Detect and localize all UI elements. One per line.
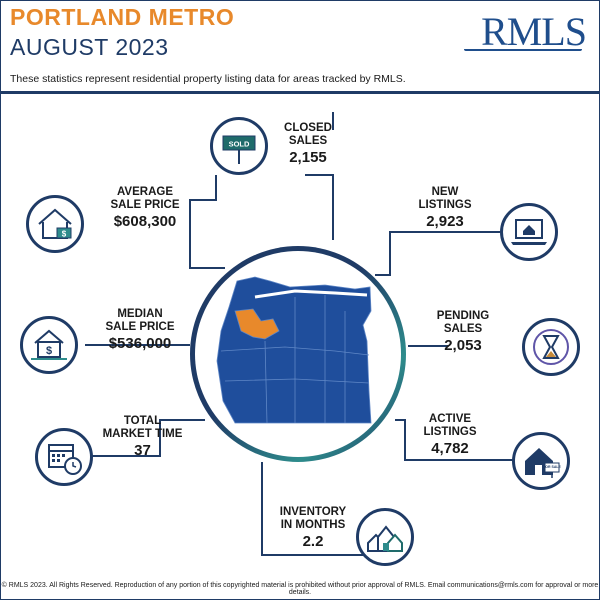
median-price-value: $536,000 bbox=[108, 335, 172, 352]
svg-text:$: $ bbox=[62, 230, 67, 239]
closed-sales-value: 2,155 bbox=[289, 149, 327, 166]
subtitle: These statistics represent residential p… bbox=[10, 73, 406, 85]
total-market-time-stat: TOTAL MARKET TIME 37 bbox=[95, 415, 190, 460]
pending-sales-label-2: SALES bbox=[443, 323, 483, 335]
active-listings-label-1: ACTIVE bbox=[428, 413, 472, 425]
sold-sign-text: SOLD bbox=[229, 140, 250, 149]
inventory-label-1: INVENTORY bbox=[279, 506, 347, 518]
houses-icon bbox=[367, 525, 403, 552]
hourglass-icon bbox=[533, 329, 569, 365]
average-price-value: $608,300 bbox=[113, 213, 177, 230]
calendar-clock-icon bbox=[48, 444, 82, 475]
inventory-label-2: IN MONTHS bbox=[280, 519, 346, 531]
header-divider bbox=[0, 91, 600, 94]
median-price-label-1: MEDIAN bbox=[117, 308, 163, 320]
pending-sales-stat: PENDING SALES 2,053 bbox=[418, 310, 508, 355]
new-listings-label-2: LISTINGS bbox=[418, 199, 472, 211]
new-listings-label-1: NEW bbox=[431, 186, 459, 198]
market-time-icon-circle bbox=[35, 428, 93, 486]
inventory-icon-circle bbox=[356, 508, 414, 566]
market-time-label-1: TOTAL bbox=[123, 415, 162, 427]
closed-sales-icon-circle: SOLD bbox=[210, 117, 268, 175]
pending-sales-icon-circle bbox=[522, 318, 580, 376]
svg-text:$: $ bbox=[46, 345, 52, 357]
pending-sales-label-1: PENDING bbox=[436, 310, 490, 322]
market-time-label-2: MARKET TIME bbox=[102, 428, 183, 440]
active-listings-icon-circle: FOR SALE bbox=[512, 432, 570, 490]
closed-sales-label-2: SALES bbox=[288, 135, 328, 147]
map-circle bbox=[190, 246, 406, 462]
for-sale-sign-text: FOR SALE bbox=[543, 465, 561, 469]
median-sale-price-stat: MEDIAN SALE PRICE $536,000 bbox=[90, 308, 190, 353]
active-listings-stat: ACTIVE LISTINGS 4,782 bbox=[405, 413, 495, 458]
rmls-logo: RMLS bbox=[481, 9, 587, 54]
oregon-map-icon bbox=[216, 276, 372, 424]
average-sale-price-stat: AVERAGE SALE PRICE $608,300 bbox=[95, 186, 195, 231]
house-dollar-fence-icon: $ bbox=[31, 329, 67, 360]
new-listings-value: 2,923 bbox=[426, 213, 464, 230]
median-price-icon-circle: $ bbox=[20, 316, 78, 374]
period-title: AUGUST 2023 bbox=[10, 34, 169, 60]
average-price-label-1: AVERAGE bbox=[116, 186, 174, 198]
closed-sales-label-1: CLOSED bbox=[284, 122, 332, 134]
inventory-months-stat: INVENTORY IN MONTHS 2.2 bbox=[268, 506, 358, 551]
market-time-value: 37 bbox=[134, 442, 151, 459]
sold-sign-icon: SOLD bbox=[222, 135, 256, 164]
house-dollar-icon: $ bbox=[38, 208, 72, 239]
inventory-value: 2.2 bbox=[302, 533, 324, 550]
closed-sales-stat: CLOSED SALES 2,155 bbox=[268, 122, 348, 167]
laptop-house-icon bbox=[511, 219, 547, 245]
active-listings-value: 4,782 bbox=[431, 440, 469, 457]
new-listings-icon-circle bbox=[500, 203, 558, 261]
active-listings-label-2: LISTINGS bbox=[423, 426, 477, 438]
average-price-icon-circle: $ bbox=[26, 195, 84, 253]
pending-sales-value: 2,053 bbox=[444, 337, 482, 354]
region-title: PORTLAND METRO bbox=[10, 4, 235, 30]
logo-swoosh bbox=[464, 46, 582, 51]
average-price-label-2: SALE PRICE bbox=[110, 199, 180, 211]
house-for-sale-icon: FOR SALE bbox=[525, 448, 562, 478]
copyright-footer: © RMLS 2023. All Rights Reserved. Reprod… bbox=[1, 582, 599, 596]
median-price-label-2: SALE PRICE bbox=[105, 321, 175, 333]
new-listings-stat: NEW LISTINGS 2,923 bbox=[400, 186, 490, 231]
